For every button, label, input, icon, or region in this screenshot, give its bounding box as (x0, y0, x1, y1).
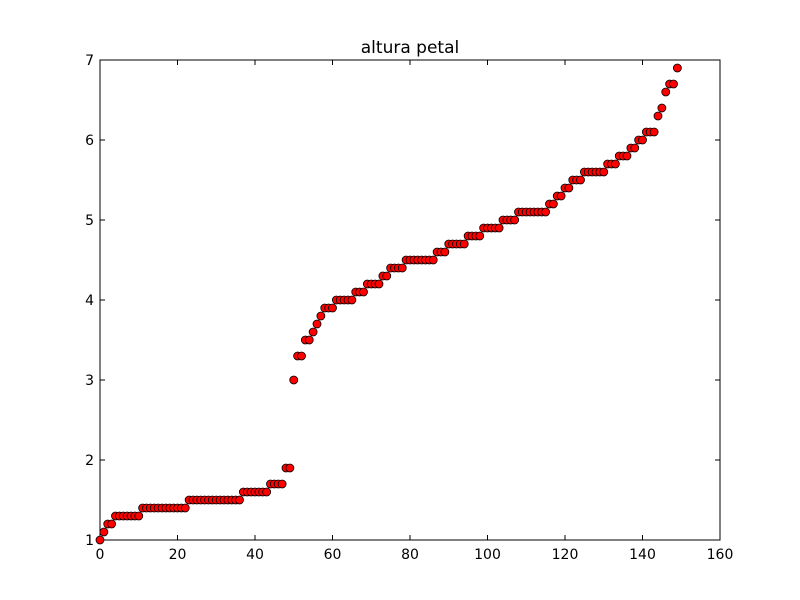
data-point (494, 223, 504, 233)
x-tick-label: 0 (96, 547, 105, 563)
data-point (541, 207, 551, 217)
data-point (622, 151, 632, 161)
data-point (661, 87, 671, 97)
data-point (397, 263, 407, 273)
data-point (180, 503, 190, 513)
data-point (297, 351, 306, 361)
x-tick-label: 120 (552, 547, 579, 563)
data-point (599, 167, 609, 177)
data-point (672, 63, 682, 73)
y-tick-label: 7 (85, 53, 94, 69)
data-point (312, 319, 322, 329)
data-point (610, 159, 620, 169)
y-tick-label: 1 (85, 533, 94, 549)
x-axis-ticks: 0 20 40 60 80 100 120 140 160 (96, 60, 734, 563)
data-point (235, 495, 244, 505)
data-point (359, 287, 368, 297)
y-tick-label: 4 (85, 293, 94, 309)
data-point (289, 375, 299, 385)
data-point (107, 519, 117, 529)
data-point (564, 183, 574, 193)
data-point (304, 335, 314, 345)
data-point (134, 511, 144, 521)
plot-frame (99, 59, 721, 541)
data-point (638, 135, 647, 145)
data-point (316, 311, 326, 321)
data-point (649, 127, 659, 137)
data-point (669, 79, 678, 89)
data-point (428, 255, 438, 265)
x-tick-label: 40 (246, 547, 264, 563)
data-points (95, 63, 682, 545)
data-point (556, 191, 566, 201)
x-tick-label: 100 (474, 547, 501, 563)
x-tick-label: 60 (324, 547, 342, 563)
x-tick-label: 80 (401, 547, 419, 563)
x-tick-label: 20 (169, 547, 187, 563)
y-tick-label: 3 (85, 373, 94, 389)
y-tick-label: 5 (85, 213, 94, 229)
data-point (347, 295, 357, 305)
y-axis-ticks: 1 2 3 4 5 6 7 (85, 53, 720, 549)
y-tick-label: 6 (85, 133, 94, 149)
data-point (328, 303, 337, 313)
x-tick-label: 140 (629, 547, 656, 563)
data-point (277, 479, 287, 489)
data-point (576, 175, 585, 185)
data-point (95, 535, 105, 545)
data-point (548, 199, 558, 209)
data-point (510, 215, 520, 225)
data-point (308, 327, 318, 337)
data-point (475, 231, 485, 241)
data-point (374, 279, 384, 289)
y-tick-label: 2 (85, 453, 94, 469)
data-point (262, 487, 272, 497)
data-point (99, 527, 109, 537)
data-point (630, 143, 640, 153)
data-point (440, 247, 450, 257)
data-point (657, 103, 667, 113)
data-point (285, 463, 295, 473)
data-point (653, 111, 663, 121)
data-point (382, 271, 392, 281)
x-tick-label: 160 (707, 547, 734, 563)
data-point (459, 239, 469, 249)
chart-title: altura petal (361, 38, 459, 58)
